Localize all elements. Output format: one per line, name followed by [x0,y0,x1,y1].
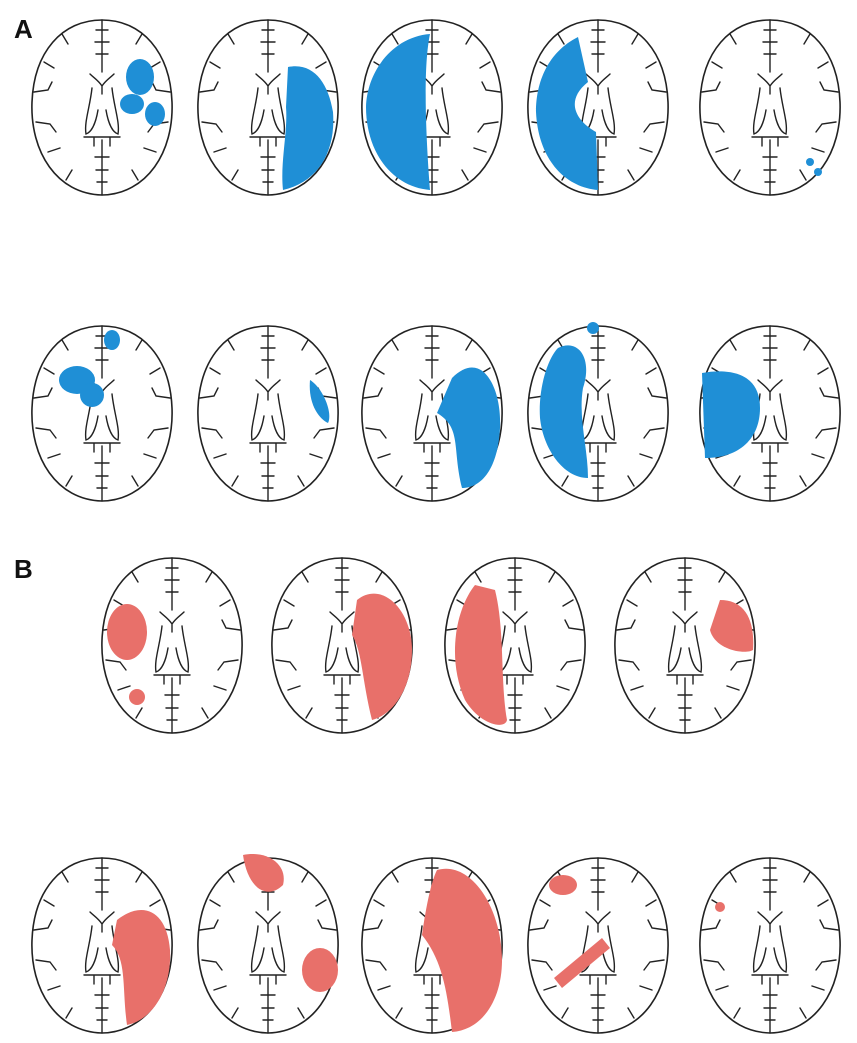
brain-slice [700,858,840,1033]
brain-slice [32,326,172,501]
brain-slice [362,20,502,195]
brain-slice [198,326,338,501]
lesion [814,168,822,176]
brain-outline [700,858,840,1033]
brain-slice [198,854,338,1033]
brain-slice [700,326,840,501]
brain-slice [362,326,502,501]
lesion [107,604,147,660]
lesion [126,59,154,95]
lesion [145,102,165,126]
lesion [806,158,814,166]
lesion [587,322,599,334]
brain-slice [198,20,338,195]
lesion [104,330,120,350]
brain-slice [445,558,585,733]
brain-slice [272,558,412,733]
lesion [129,689,145,705]
brain-slice [528,20,668,195]
brain-outline [32,326,172,501]
brain-slice [615,558,755,733]
panel-label: B [14,554,33,584]
brain-slice [32,858,172,1033]
figure: A B [0,0,857,1043]
lesion [715,902,725,912]
brain-slice [102,558,242,733]
brain-slice [528,322,668,501]
brain-slice [32,20,172,195]
lesion [302,948,338,992]
brain-outline [198,326,338,501]
brain-slice [528,858,668,1033]
lesion [80,383,104,407]
lesion [549,875,577,895]
lesion [120,94,144,114]
panel-label: A [14,14,33,44]
brain-slice [362,858,502,1033]
brain-slice [700,20,840,195]
